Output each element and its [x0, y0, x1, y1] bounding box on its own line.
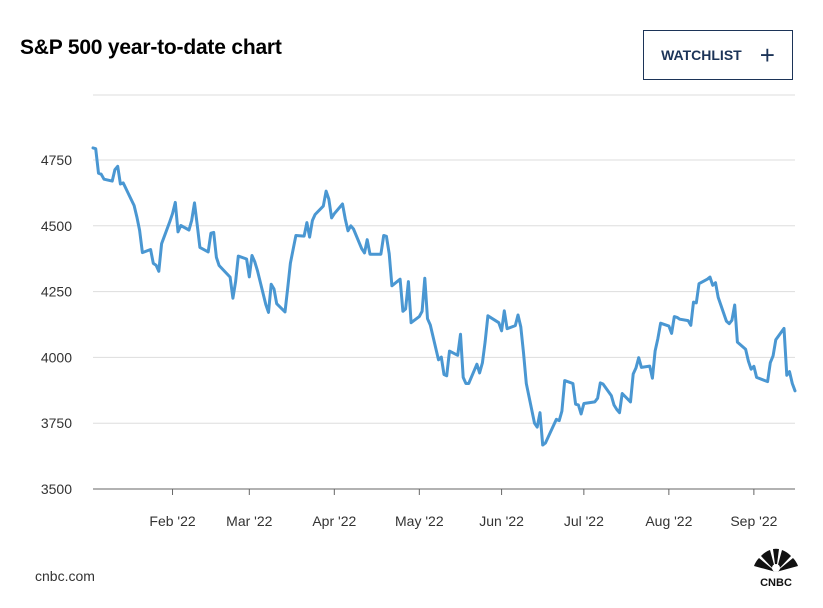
- y-tick-label: 4250: [41, 284, 72, 300]
- plus-icon: +: [759, 40, 775, 70]
- y-axis-ticks: 3500 3750 4000 4250 4500 4750: [41, 152, 72, 497]
- y-tick-label: 3750: [41, 415, 72, 431]
- chart-grid: [93, 94, 795, 490]
- x-tick-label: Jul '22: [564, 513, 604, 529]
- sp500-series-line: [91, 146, 797, 447]
- cnbc-logo: CNBC: [750, 548, 802, 588]
- page-title: S&P 500 year-to-date chart: [20, 36, 282, 59]
- y-tick-label: 4000: [41, 349, 72, 365]
- svg-text:CNBC: CNBC: [760, 577, 792, 588]
- x-tick-label: Feb '22: [149, 513, 195, 529]
- x-tick-label: Mar '22: [226, 513, 272, 529]
- x-tick-label: Aug '22: [645, 513, 692, 529]
- x-axis-ticks: Feb '22 Mar '22 Apr '22 May '22 Jun '22 Jul '…: [149, 489, 778, 529]
- source-label: cnbc.com: [35, 568, 95, 584]
- x-tick-label: May '22: [395, 513, 444, 529]
- x-tick-label: Jun '22: [479, 513, 524, 529]
- watchlist-button[interactable]: WATCHLIST +: [643, 30, 793, 80]
- x-tick-label: Apr '22: [312, 513, 356, 529]
- x-tick-label: Sep '22: [730, 513, 777, 529]
- y-tick-label: 3500: [41, 481, 72, 497]
- sp500-line-chart: 3500 3750 4000 4250 4500 4750 Feb '22 Mar '22 A…: [41, 94, 797, 529]
- watchlist-label: WATCHLIST: [661, 47, 742, 63]
- y-tick-label: 4500: [41, 218, 72, 234]
- y-tick-label: 4750: [41, 152, 72, 168]
